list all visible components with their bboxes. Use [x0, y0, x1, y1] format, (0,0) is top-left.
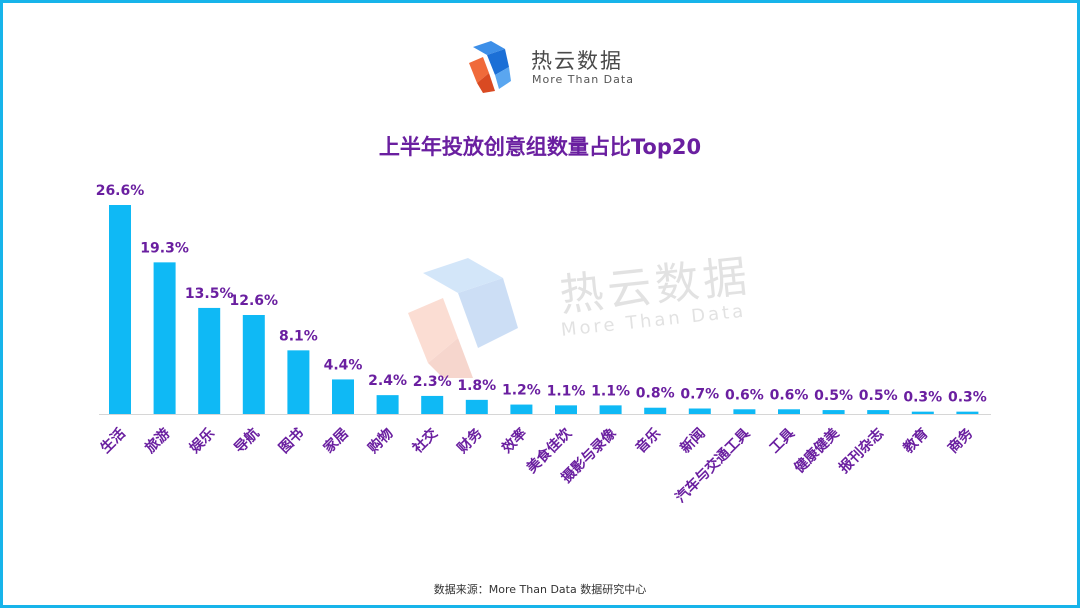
category-label-15: 汽车与交通工具 — [672, 425, 753, 506]
category-label-4: 导航 — [231, 425, 263, 457]
value-label-5: 8.1% — [279, 328, 318, 344]
bar-15 — [733, 409, 756, 414]
bar-5 — [287, 350, 310, 414]
value-label-6: 4.4% — [324, 357, 363, 373]
value-label-20: 0.3% — [948, 390, 987, 406]
value-label-4: 12.6% — [230, 293, 279, 309]
bar-18 — [867, 410, 890, 414]
bar-chart: 26.6% 生活 19.3% 旅游 13.5% 娱乐 12.6% 导航 8.1% 图书 4.4% 家居… — [96, 183, 991, 506]
category-label-14: 新闻 — [677, 425, 709, 457]
bar-4 — [242, 315, 265, 414]
bar-3 — [198, 307, 221, 414]
category-label-6: 家居 — [320, 425, 352, 457]
bar-20 — [956, 411, 979, 414]
value-label-17: 0.5% — [814, 388, 853, 404]
category-label-17: 健康健美 — [791, 424, 843, 476]
value-label-19: 0.3% — [903, 390, 942, 406]
watermark: 热云数据 More Than Data — [408, 251, 768, 388]
value-label-15: 0.6% — [725, 387, 764, 403]
brand-logo: 热云数据 More Than Data — [465, 41, 635, 93]
value-label-12: 1.1% — [591, 383, 630, 399]
category-label-16: 工具 — [767, 426, 798, 457]
category-label-5: 图书 — [275, 425, 307, 457]
bar-14 — [688, 408, 711, 414]
bar-13 — [644, 407, 667, 414]
value-label-11: 1.1% — [547, 383, 586, 399]
bar-16 — [778, 409, 800, 414]
brand-tagline: More Than Data — [532, 73, 634, 86]
category-label-20: 商务 — [944, 424, 977, 457]
bar-11 — [555, 405, 577, 414]
value-label-3: 13.5% — [185, 286, 234, 302]
category-label-2: 旅游 — [142, 425, 174, 457]
category-label-7: 购物 — [365, 425, 397, 457]
value-label-7: 2.4% — [368, 373, 407, 389]
bar-7 — [376, 395, 399, 414]
category-label-19: 教育 — [900, 425, 932, 457]
value-label-8: 2.3% — [413, 374, 452, 390]
value-label-9: 1.8% — [457, 378, 496, 394]
category-label-8: 社交 — [409, 425, 442, 458]
bar-9 — [465, 399, 488, 414]
category-label-1: 生活 — [97, 425, 129, 457]
category-label-18: 报刊杂志 — [835, 425, 887, 477]
value-label-14: 0.7% — [680, 387, 719, 403]
value-label-1: 26.6% — [96, 183, 145, 199]
bar-8 — [421, 395, 444, 414]
value-label-13: 0.8% — [636, 386, 675, 402]
value-label-2: 19.3% — [140, 240, 189, 256]
bar-1 — [109, 205, 131, 414]
category-label-10: 效率 — [498, 425, 530, 457]
category-label-3: 娱乐 — [186, 425, 218, 457]
cube-logo-icon — [469, 41, 511, 93]
category-label-13: 音乐 — [632, 425, 664, 457]
bar-2 — [153, 262, 176, 414]
value-label-18: 0.5% — [859, 388, 898, 404]
bar-6 — [332, 379, 354, 414]
value-label-10: 1.2% — [502, 383, 541, 399]
bar-17 — [822, 410, 845, 414]
data-source-footer: 数据来源：More Than Data 数据研究中心 — [433, 583, 647, 596]
chart-title: 上半年投放创意组数量占比Top20 — [378, 135, 702, 159]
bar-12 — [599, 405, 622, 414]
category-label-9: 财务 — [453, 424, 486, 457]
bar-10 — [510, 404, 533, 414]
watermark-cube-icon — [408, 258, 518, 378]
bar-19 — [911, 411, 934, 414]
brand-name: 热云数据 — [531, 49, 623, 73]
value-label-16: 0.6% — [770, 387, 809, 403]
